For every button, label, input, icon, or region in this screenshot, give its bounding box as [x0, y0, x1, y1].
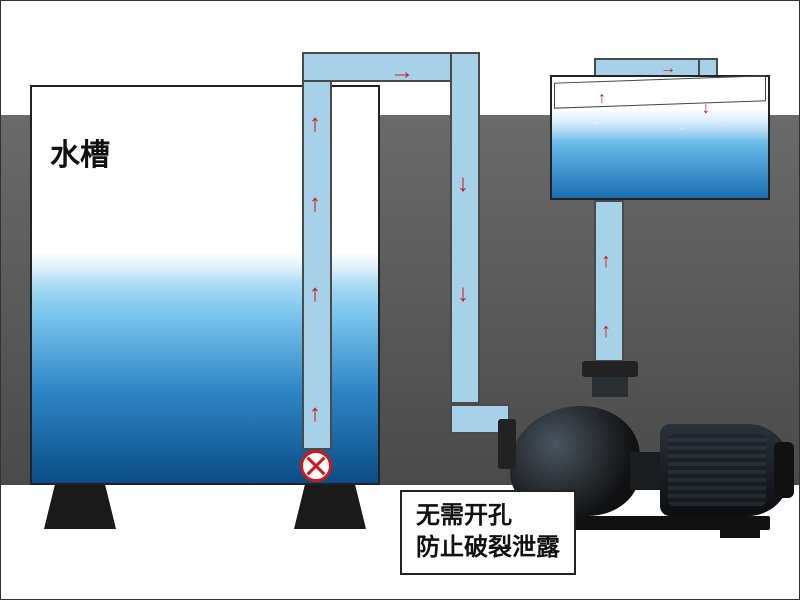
flow-arrow-7: ↑ [601, 320, 611, 343]
flow-arrow-11: ↓ [702, 100, 710, 118]
motor-fins [668, 434, 766, 506]
flow-arrow-1: ↑ [309, 280, 321, 308]
pump-outlet-flange [582, 361, 638, 377]
tank-small-water [552, 111, 768, 198]
tank-foot-right [294, 485, 366, 529]
caption-line2: 防止破裂泄露 [416, 532, 560, 564]
tank-foot-left [44, 485, 116, 529]
flow-arrow-6: ↓ [457, 280, 469, 308]
flow-arrow-10: → [660, 60, 676, 78]
flow-arrow-0: ↑ [309, 400, 321, 428]
flow-arrow-8: ↑ [601, 250, 611, 273]
tank-main-label: 水槽 [50, 130, 110, 174]
closed-valve-icon [300, 450, 332, 482]
tank-small-surface [552, 111, 768, 141]
pump-outlet-neck [592, 377, 628, 397]
flow-arrow-5: ↓ [457, 170, 469, 198]
tank-small-top-edge [554, 75, 766, 108]
caption-line1: 无需开孔 [416, 500, 560, 532]
flow-arrow-9: ↑ [598, 90, 606, 108]
flow-arrow-2: ↑ [309, 190, 321, 218]
tank-small [550, 75, 770, 200]
pipe-down-to-pump [450, 52, 480, 404]
flow-arrow-4: → [390, 58, 414, 86]
pump-inlet-flange [498, 419, 516, 469]
pump-motor [660, 424, 790, 516]
flow-arrow-3: ↑ [309, 110, 321, 138]
caption-box: 无需开孔 防止破裂泄露 [400, 490, 576, 575]
